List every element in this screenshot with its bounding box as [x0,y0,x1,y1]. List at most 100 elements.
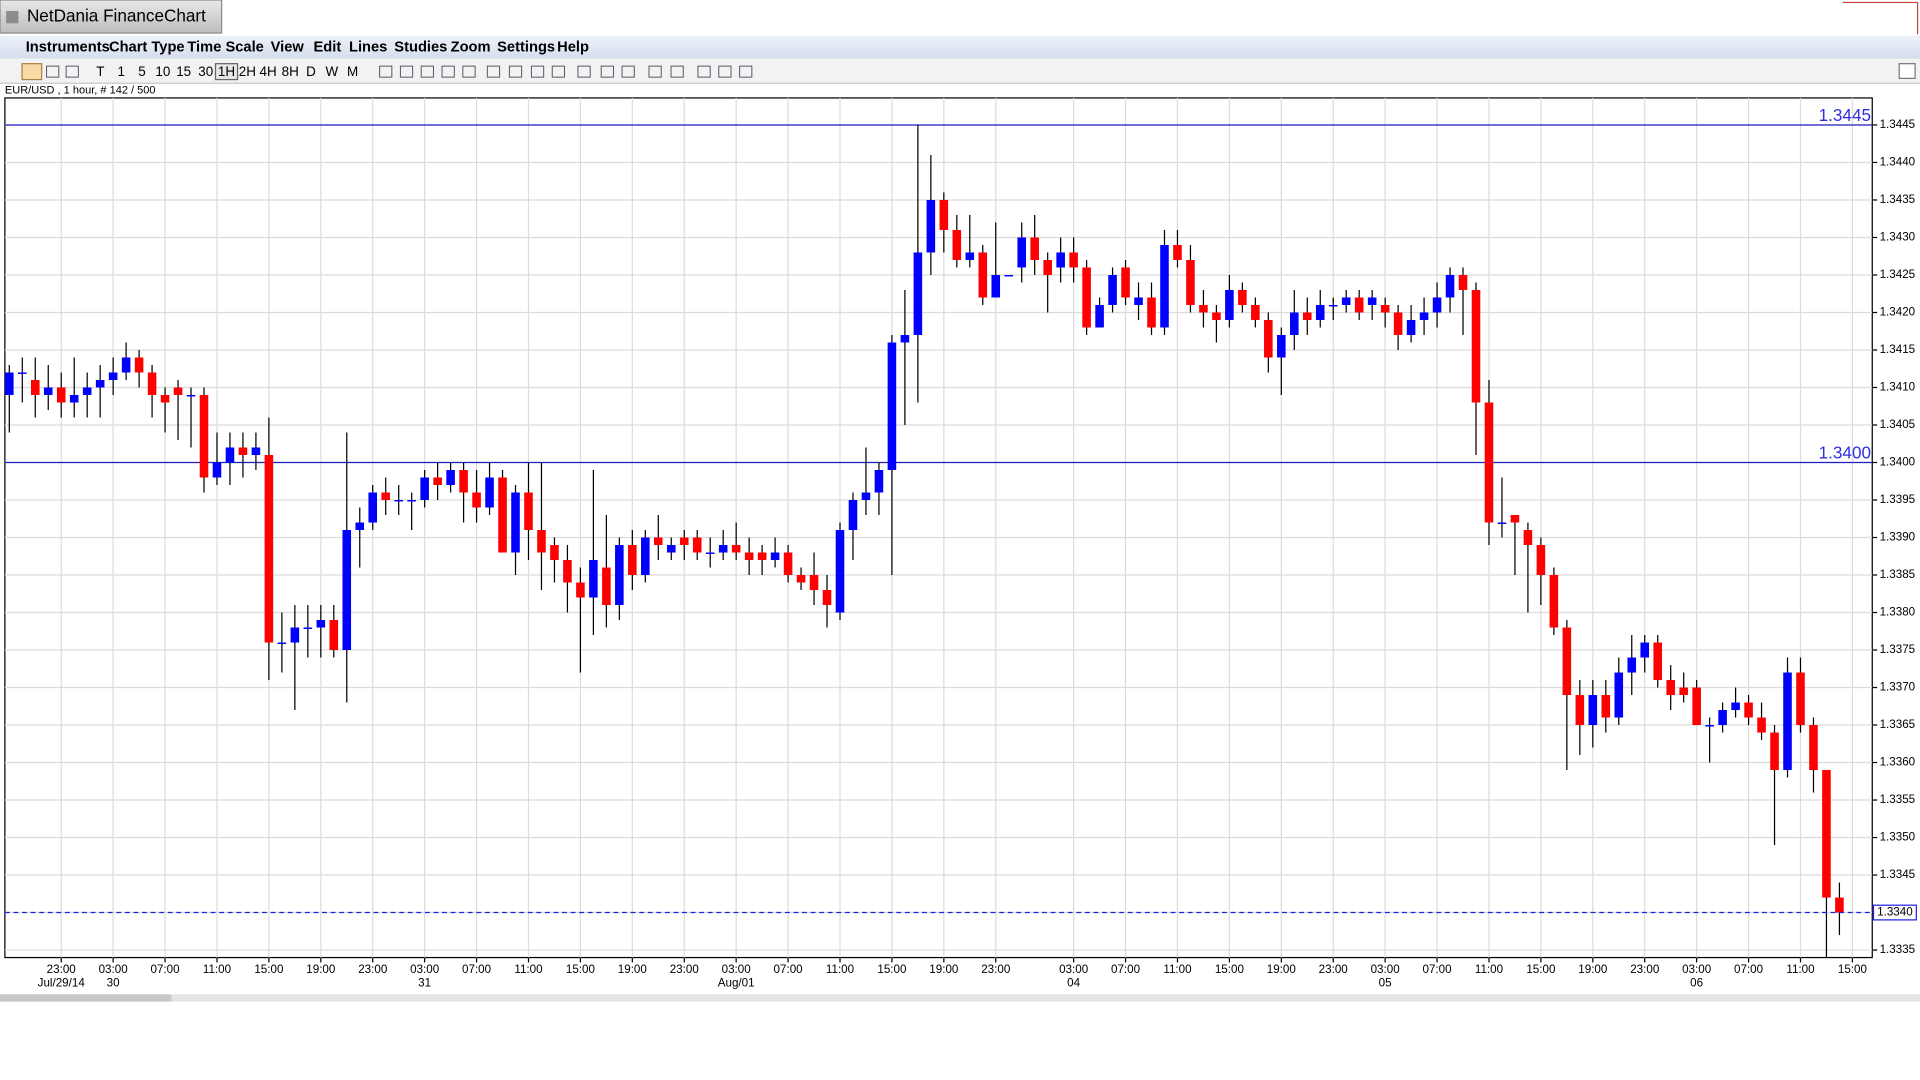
candle-body [654,537,663,546]
candle-body [1471,289,1481,403]
candle-body [1367,297,1377,305]
tool-icon[interactable] [739,65,753,78]
status-bar [0,994,1920,1002]
tool-icon[interactable] [577,65,591,78]
tool-icon[interactable] [600,65,614,78]
candle-body [1056,252,1065,268]
candle-body [1809,725,1818,771]
scrollbar-thumb[interactable] [0,994,172,1002]
timeframe-button[interactable]: 30 [198,64,213,79]
tool-icon[interactable] [420,65,434,78]
candle-body [770,552,780,561]
window-button[interactable] [1898,63,1916,79]
candle-body [1186,259,1195,305]
candle-body [563,560,572,583]
candle-body [809,575,819,591]
timeframe-button[interactable]: W [325,64,338,79]
candle-body [1614,672,1624,718]
timeframe-button[interactable]: 5 [138,64,145,79]
candle-body [1523,530,1533,546]
tool-icon[interactable] [718,65,732,78]
tool-icon[interactable] [670,65,684,78]
y-tick-label: 1.3405 [1880,418,1916,431]
x-tick-label: 19:00 [1267,963,1297,976]
y-tick-label: 1.3440 [1880,156,1916,169]
timeframe-button[interactable]: T [96,64,104,79]
menu-item[interactable]: Settings [497,40,555,56]
timeframe-button[interactable]: 1 [117,64,124,79]
candle-body [160,394,170,403]
tool-icon[interactable] [462,65,476,78]
tool-icon[interactable] [621,65,635,78]
candle-body [121,357,131,373]
candle-body [1536,545,1546,576]
candle-body [1043,259,1052,275]
tool-button[interactable] [21,63,43,81]
timeframe-button[interactable]: 4H [260,64,277,79]
candle-body [628,545,637,576]
x-tick-label: 15:00 [1838,963,1868,976]
candle-body [1108,274,1117,305]
candle-body [212,462,222,478]
candle-body [303,627,313,629]
timeframe-button[interactable]: 1H [218,64,235,79]
timeframe-button[interactable]: M [347,64,358,79]
x-tick-label: 15:00 [254,963,284,976]
y-tick-label: 1.3360 [1880,756,1916,769]
tool-icon[interactable] [648,65,662,78]
tool-icon[interactable] [551,65,565,78]
timeframe-button[interactable]: D [306,64,316,79]
menu-item[interactable]: Chart Type [109,40,185,56]
candle-body [1147,297,1156,328]
menu-item[interactable]: Zoom [451,40,491,56]
y-tick-label: 1.3380 [1880,606,1916,619]
x-tick-label: 15:00 [1215,963,1245,976]
candle-body [1627,657,1637,673]
candle-body [394,500,403,502]
candle-body [1173,244,1182,260]
candle-body [290,627,300,643]
menu-item[interactable]: View [271,40,305,56]
candle-body [537,530,546,553]
x-tick-label: 03:00 [410,963,440,976]
candle-body [173,387,183,395]
tool-button-selected[interactable] [214,63,239,81]
timeframe-button[interactable]: 15 [176,64,191,79]
timeframe-button[interactable]: 8H [282,64,299,79]
candle-body [1731,702,1740,711]
tool-icon[interactable] [441,65,455,78]
menu-item[interactable]: Edit [313,40,341,56]
tool-icon[interactable] [697,65,711,78]
x-date-label: 30 [107,976,120,989]
tool-icon[interactable] [379,65,393,78]
candle-body [1121,267,1130,298]
tool-icon[interactable] [508,65,523,78]
x-tick-label: 19:00 [306,963,336,976]
menu-item[interactable]: Help [557,40,589,56]
candle-body [420,477,429,501]
timeframe-button[interactable]: 10 [155,64,170,79]
y-tick-label: 1.3420 [1880,306,1916,319]
menu-item[interactable]: Time Scale [187,40,263,56]
candle-body [30,379,40,395]
candle-body [913,252,923,335]
menu-item[interactable]: Instruments [26,40,110,56]
candle-body [1692,687,1701,726]
candle-body [1432,297,1442,313]
y-tick-label: 1.3425 [1880,268,1916,281]
timeframe-button[interactable]: 2H [239,64,256,79]
tool-icon[interactable] [530,65,545,78]
candle-body [1601,695,1611,718]
menu-item[interactable]: Studies [394,40,447,56]
tool-icon[interactable] [486,65,501,78]
tool-icon[interactable] [399,65,414,78]
y-tick-label: 1.3335 [1880,943,1916,956]
last-price-box [1872,904,1917,921]
candle-body [1212,312,1221,320]
x-tick-label: 11:00 [203,963,232,976]
candle-body [1653,642,1662,681]
menu-item[interactable]: Lines [349,40,387,56]
tool-icon[interactable] [46,65,60,78]
y-tick-label: 1.3365 [1880,718,1916,731]
tool-icon[interactable] [65,65,79,78]
